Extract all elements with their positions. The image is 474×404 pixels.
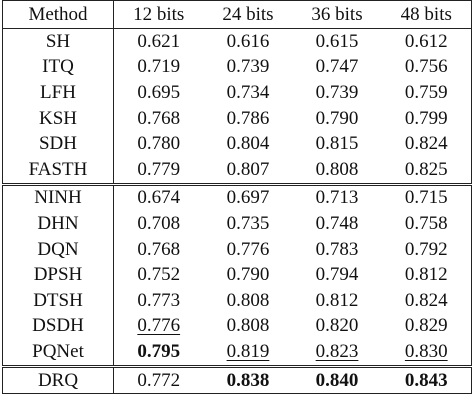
score-cell: 0.808	[226, 315, 270, 337]
header-cell: 48 bits	[381, 0, 472, 29]
score-cell: 0.776	[226, 238, 270, 260]
method-cell: DHN	[2, 211, 114, 237]
table-row: KSH 0.768 0.786 0.790 0.799	[2, 105, 472, 132]
method-cell: PQNet	[2, 339, 114, 367]
score-cell: 0.759	[404, 81, 448, 103]
score-cell: 0.739	[226, 56, 270, 78]
score-cell: 0.695	[137, 81, 181, 103]
score-cell: 0.795	[137, 340, 181, 362]
score-cell: 0.621	[137, 30, 181, 52]
score-cell: 0.794	[315, 264, 359, 286]
method-cell: DPSH	[2, 262, 114, 288]
score-cell: 0.808	[226, 289, 270, 311]
header-row: Method 12 bits 24 bits 36 bits 48 bits	[2, 0, 472, 29]
score-cell: 0.612	[404, 30, 448, 52]
score-cell: 0.783	[315, 238, 359, 260]
score-cell: 0.756	[404, 56, 448, 78]
score-cell: 0.838	[203, 364, 293, 394]
score-cell: 0.776	[137, 315, 181, 337]
score-cell: 0.808	[315, 158, 359, 180]
method-cell: KSH	[2, 105, 114, 132]
table-row: PQNet 0.795 0.819 0.823 0.830	[2, 339, 472, 367]
score-cell: 0.812	[315, 289, 359, 311]
table-row: FASTH 0.779 0.807 0.808 0.825	[2, 156, 472, 185]
table-row: DSDH 0.776 0.808 0.820 0.829	[2, 313, 472, 340]
table-row: LFH 0.695 0.734 0.739 0.759	[2, 80, 472, 106]
header-cell: 24 bits	[203, 0, 293, 29]
score-cell: 0.799	[404, 107, 448, 129]
table-row: DRQ 0.772 0.838 0.840 0.843	[2, 364, 472, 394]
score-cell: 0.719	[137, 56, 181, 78]
score-cell: 0.779	[137, 158, 181, 180]
method-cell: FASTH	[2, 156, 114, 185]
method-cell: DSDH	[2, 313, 114, 340]
method-cell: LFH	[2, 80, 114, 106]
table-row: DHN 0.708 0.735 0.748 0.758	[2, 211, 472, 237]
score-cell: 0.772	[113, 364, 204, 394]
score-cell: 0.674	[113, 182, 204, 212]
score-cell: 0.780	[137, 133, 181, 155]
header-cell: 36 bits	[292, 0, 382, 29]
score-cell: 0.790	[315, 107, 359, 129]
table-row: SDH 0.780 0.804 0.815 0.824	[2, 131, 472, 157]
score-cell: 0.824	[404, 133, 448, 155]
table-row: DTSH 0.773 0.808 0.812 0.824	[2, 287, 472, 314]
score-cell: 0.734	[226, 81, 270, 103]
score-cell: 0.804	[226, 133, 270, 155]
score-cell: 0.823	[315, 340, 359, 362]
score-cell: 0.829	[404, 315, 448, 337]
score-cell: 0.739	[315, 81, 359, 103]
score-cell: 0.752	[137, 264, 181, 286]
score-cell: 0.843	[381, 364, 472, 394]
score-cell: 0.824	[404, 289, 448, 311]
score-cell: 0.792	[404, 238, 448, 260]
score-cell: 0.768	[137, 238, 181, 260]
score-cell: 0.815	[315, 133, 359, 155]
score-cell: 0.616	[226, 30, 270, 52]
score-cell: 0.820	[315, 315, 359, 337]
method-cell: NINH	[2, 182, 114, 212]
results-table: Method 12 bits 24 bits 36 bits 48 bits SH 0.6…	[2, 0, 472, 395]
table-row: DPSH 0.752 0.790 0.794 0.812	[2, 262, 472, 288]
table-row: NINH 0.674 0.697 0.713 0.715	[2, 182, 472, 212]
score-cell: 0.708	[137, 212, 181, 234]
score-cell: 0.748	[315, 212, 359, 234]
table-row: ITQ 0.719 0.739 0.747 0.756	[2, 54, 472, 81]
table-row: DQN 0.768 0.776 0.783 0.792	[2, 236, 472, 263]
score-cell: 0.790	[226, 264, 270, 286]
method-cell: SH	[2, 28, 114, 55]
score-cell: 0.773	[137, 289, 181, 311]
score-cell: 0.786	[226, 107, 270, 129]
score-cell: 0.812	[404, 264, 448, 286]
score-cell: 0.697	[203, 182, 293, 212]
score-cell: 0.735	[226, 212, 270, 234]
method-cell: DQN	[2, 236, 114, 263]
method-cell: ITQ	[2, 54, 114, 81]
score-cell: 0.807	[226, 158, 270, 180]
score-cell: 0.747	[315, 56, 359, 78]
score-cell: 0.768	[137, 107, 181, 129]
method-cell: SDH	[2, 131, 114, 157]
score-cell: 0.840	[292, 364, 382, 394]
score-cell: 0.758	[404, 212, 448, 234]
table-row: SH 0.621 0.616 0.615 0.612	[2, 28, 472, 55]
score-cell: 0.715	[381, 182, 472, 212]
method-cell: DTSH	[2, 287, 114, 314]
score-cell: 0.825	[404, 158, 448, 180]
header-cell: 12 bits	[113, 0, 204, 29]
header-cell: Method	[2, 0, 114, 29]
score-cell: 0.830	[404, 340, 448, 362]
score-cell: 0.615	[315, 30, 359, 52]
score-cell: 0.713	[292, 182, 382, 212]
method-cell: DRQ	[2, 364, 114, 394]
score-cell: 0.819	[226, 340, 270, 362]
